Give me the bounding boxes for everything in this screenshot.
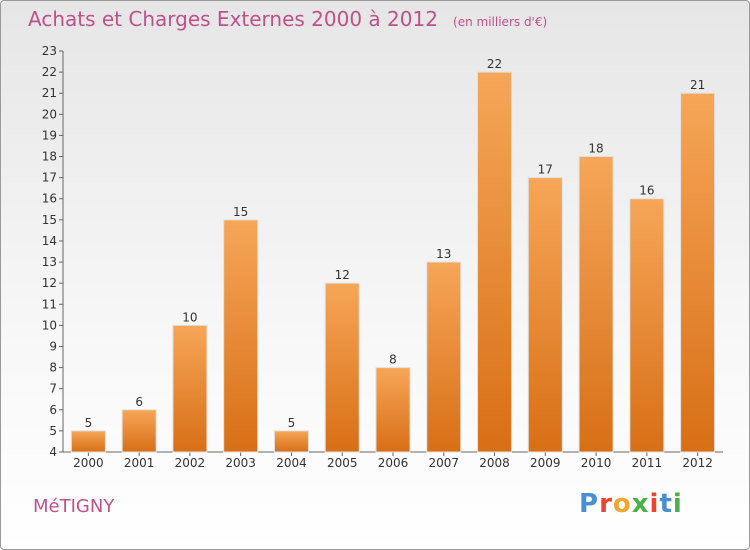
data-label: 15 <box>233 205 248 219</box>
x-tick-label: 2000 <box>73 456 104 470</box>
data-label: 5 <box>85 416 93 430</box>
data-label: 8 <box>389 353 397 367</box>
x-tick-label: 2009 <box>530 456 561 470</box>
bar-2009 <box>527 177 563 453</box>
x-tick-label: 2007 <box>428 456 459 470</box>
logo-letter: P <box>579 489 600 519</box>
data-label: 18 <box>588 142 603 156</box>
logo-letter: t <box>659 489 673 519</box>
y-tick-label: 23 <box>42 44 57 58</box>
data-label: 5 <box>288 416 296 430</box>
data-label: 22 <box>487 57 502 71</box>
y-tick-label: 4 <box>49 445 57 459</box>
chart-bars <box>70 71 716 453</box>
y-tick-label: 5 <box>49 424 57 438</box>
data-label: 13 <box>436 247 451 261</box>
y-tick-label: 19 <box>42 128 57 142</box>
y-tick-label: 21 <box>42 86 57 100</box>
data-label: 21 <box>690 78 705 92</box>
x-tick-label: 2004 <box>276 456 307 470</box>
logo-letter: x <box>631 489 650 519</box>
chart-labels: 2000 5 2001 6 2002 10 2003 15 2004 5 2005 12 2006 8 20… <box>73 57 713 470</box>
y-tick-label: 16 <box>42 192 57 206</box>
bar-2008 <box>477 71 513 453</box>
x-tick-label: 2008 <box>479 456 510 470</box>
y-tick-label: 7 <box>49 382 57 396</box>
town-name: MéTIGNY <box>33 496 115 517</box>
y-tick-label: 6 <box>49 403 57 417</box>
bar-2004 <box>273 430 309 453</box>
logo-letter: r <box>599 489 613 519</box>
data-label: 12 <box>335 268 350 282</box>
data-label: 16 <box>639 184 654 198</box>
x-tick-label: 2011 <box>632 456 663 470</box>
logo-letter: o <box>612 489 632 519</box>
bar-2005 <box>324 282 360 453</box>
y-tick-label: 9 <box>49 339 57 353</box>
logo-letter: i <box>649 489 660 519</box>
bar-2006 <box>375 367 411 453</box>
bar-2012 <box>680 92 716 453</box>
bar-2011 <box>629 198 665 453</box>
y-tick-label: 13 <box>42 255 57 269</box>
x-tick-label: 2001 <box>124 456 155 470</box>
logo-letter: i <box>672 489 683 519</box>
x-tick-label: 2010 <box>581 456 612 470</box>
y-tick-label: 18 <box>42 150 57 164</box>
x-tick-label: 2002 <box>175 456 206 470</box>
bar-2000 <box>70 430 106 453</box>
bar-2002 <box>172 324 208 453</box>
data-label: 17 <box>538 163 553 177</box>
y-tick-label: 11 <box>42 297 57 311</box>
x-tick-label: 2006 <box>378 456 409 470</box>
bar-2001 <box>121 409 157 453</box>
bar-2007 <box>426 261 462 453</box>
bar-2003 <box>223 219 259 453</box>
chart-title: Achats et Charges Externes 2000 à 2012 <box>28 7 438 31</box>
chart-header: Achats et Charges Externes 2000 à 2012 (… <box>28 7 547 31</box>
y-tick-label: 12 <box>42 276 57 290</box>
x-tick-label: 2003 <box>225 456 256 470</box>
y-tick-label: 15 <box>42 213 57 227</box>
x-tick-label: 2005 <box>327 456 358 470</box>
y-tick-label: 17 <box>42 171 57 185</box>
data-label: 6 <box>135 395 143 409</box>
proxiti-logo[interactable]: Proxiti <box>579 489 683 519</box>
chart-unit: (en milliers d'€) <box>453 15 548 29</box>
y-tick-label: 14 <box>42 234 57 248</box>
chart-axes: 4 5 6 7 8 9 10 11 12 13 14 15 16 17 18 19 20 21 22 23 <box>42 44 723 459</box>
y-tick-label: 8 <box>49 361 57 375</box>
y-tick-label: 20 <box>42 107 57 121</box>
y-tick-label: 22 <box>42 65 57 79</box>
data-label: 10 <box>182 310 197 324</box>
x-tick-label: 2012 <box>682 456 713 470</box>
bar-2010 <box>578 156 614 453</box>
y-tick-label: 10 <box>42 318 57 332</box>
